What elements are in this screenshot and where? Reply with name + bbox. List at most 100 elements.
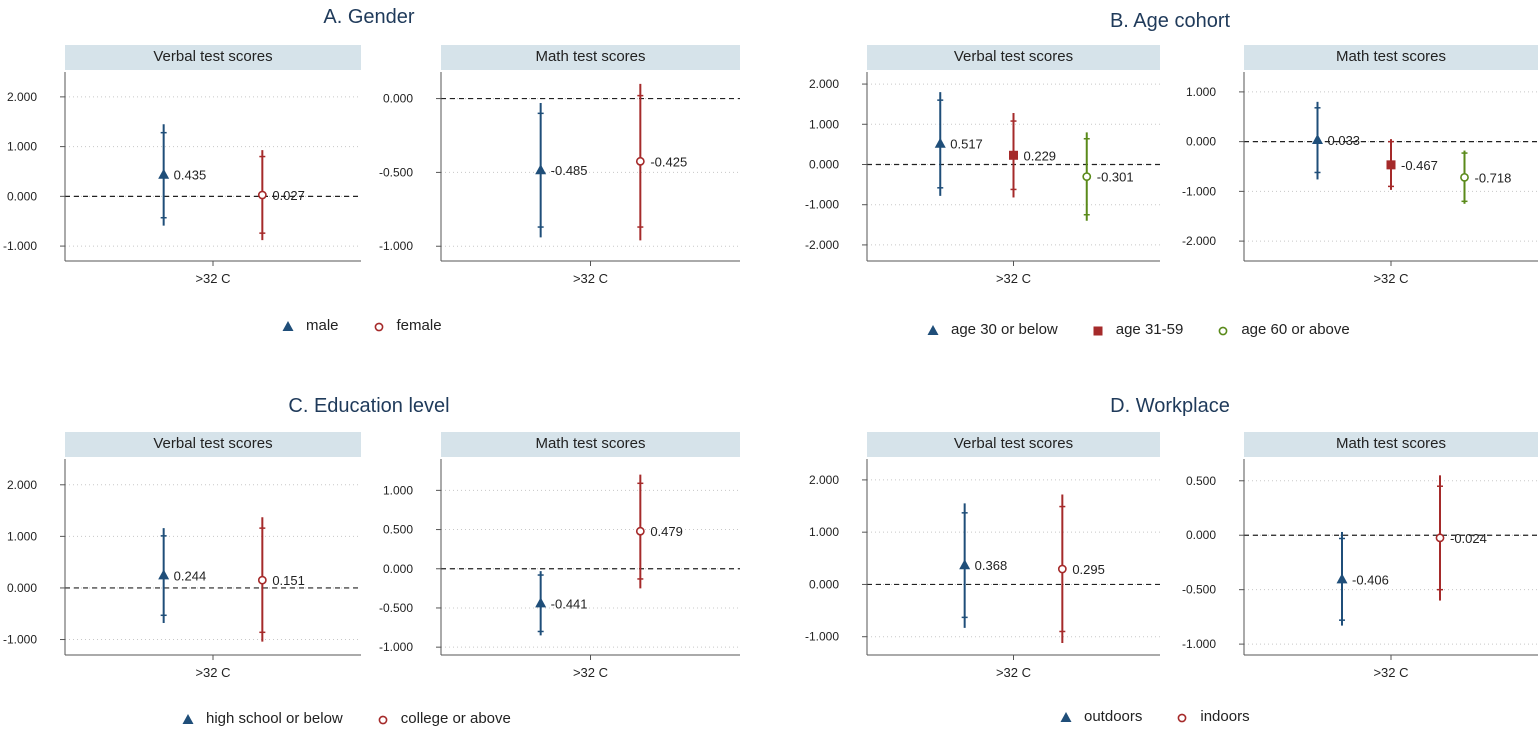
legend-circle-open-icon bbox=[1215, 323, 1231, 337]
legend-label: female bbox=[396, 317, 442, 334]
y-tick-label: -1.000 bbox=[379, 239, 413, 253]
legend-gender: male female bbox=[280, 317, 474, 337]
point-estimate bbox=[1336, 573, 1348, 584]
subplot-title: Verbal test scores bbox=[954, 435, 1073, 452]
point-label: -0.485 bbox=[551, 163, 588, 178]
point-label: -0.301 bbox=[1097, 170, 1134, 185]
y-tick-label: -1.000 bbox=[805, 198, 839, 212]
point-label: 0.244 bbox=[174, 568, 207, 583]
legend-item: female bbox=[371, 317, 442, 334]
y-tick-label: -1.000 bbox=[1182, 184, 1216, 198]
y-tick-label: -1.000 bbox=[3, 633, 37, 647]
point-label: 0.479 bbox=[650, 524, 683, 539]
y-tick-label: -0.500 bbox=[379, 165, 413, 179]
point-label: 0.033 bbox=[1328, 133, 1361, 148]
legend-triangle-icon bbox=[1058, 710, 1074, 724]
subplot-header bbox=[1244, 45, 1538, 70]
legend-item: outdoors bbox=[1058, 708, 1142, 725]
point-label: -0.441 bbox=[551, 596, 588, 611]
point-estimate bbox=[1057, 564, 1067, 574]
point-estimate bbox=[934, 137, 946, 148]
point-label: 0.295 bbox=[1072, 562, 1105, 577]
legend-education: high school or below college or above bbox=[180, 710, 543, 730]
y-tick-label: 0.000 bbox=[7, 189, 37, 203]
y-tick-label: -1.000 bbox=[379, 640, 413, 654]
subplot-6: Math test scores -1.000 -0.500 0.000 0.500 1.… bbox=[379, 432, 740, 680]
y-tick-label: 0.000 bbox=[1186, 135, 1216, 149]
subplot-1: Verbal test scores -1.000 0.000 1.000 2.000 >… bbox=[3, 45, 361, 286]
y-tick-label: 2.000 bbox=[7, 478, 37, 492]
y-tick-label: 0.000 bbox=[809, 157, 839, 171]
subplot-title: Math test scores bbox=[1336, 48, 1446, 65]
subplot-title: Math test scores bbox=[535, 48, 645, 65]
legend-label: age 60 or above bbox=[1241, 321, 1350, 338]
subplot-title: Math test scores bbox=[1336, 435, 1446, 452]
legend-triangle-icon bbox=[180, 712, 196, 726]
subplot-title: Math test scores bbox=[535, 435, 645, 452]
legend-item: age 31-59 bbox=[1090, 321, 1184, 338]
panel-title-d: D. Workplace bbox=[1110, 395, 1230, 417]
subplot-title: Verbal test scores bbox=[153, 435, 272, 452]
subplot-header bbox=[441, 432, 740, 457]
point-label: -0.467 bbox=[1401, 158, 1438, 173]
subplot-7: Verbal test scores -1.000 0.000 1.000 2.000 >… bbox=[805, 432, 1160, 680]
point-label: 0.517 bbox=[950, 137, 983, 152]
point-label: 0.435 bbox=[174, 168, 207, 183]
y-tick-label: 1.000 bbox=[7, 529, 37, 543]
y-tick-label: -1.000 bbox=[3, 239, 37, 253]
legend-circle-open-icon bbox=[371, 319, 387, 333]
legend-label: male bbox=[306, 317, 339, 334]
legend-age-cohort: age 30 or below age 31-59 age 60 or above bbox=[925, 321, 1382, 341]
point-estimate bbox=[1435, 533, 1445, 543]
point-estimate bbox=[1312, 133, 1323, 144]
subplot-title: Verbal test scores bbox=[153, 48, 272, 65]
point-estimate bbox=[1460, 172, 1469, 182]
legend-item: male bbox=[280, 317, 339, 334]
y-tick-label: 1.000 bbox=[7, 140, 37, 154]
point-label: 0.027 bbox=[272, 188, 305, 203]
point-label: 0.151 bbox=[272, 573, 305, 588]
legend-label: indoors bbox=[1200, 708, 1250, 725]
legend-triangle-icon bbox=[280, 319, 296, 333]
legend-circle-open-icon bbox=[375, 712, 391, 726]
panel-title-a: A. Gender bbox=[323, 6, 415, 28]
legend-circle-open-icon bbox=[1174, 710, 1190, 724]
point-estimate bbox=[257, 190, 267, 200]
legend-item: college or above bbox=[375, 710, 511, 727]
point-label: -0.024 bbox=[1450, 531, 1487, 546]
point-estimate bbox=[1082, 172, 1092, 181]
legend-label: age 30 or below bbox=[951, 321, 1058, 338]
y-tick-label: 0.500 bbox=[1186, 474, 1216, 488]
point-estimate bbox=[535, 164, 547, 175]
x-tick-label: >32 C bbox=[195, 271, 230, 286]
point-estimate bbox=[1386, 160, 1396, 170]
y-tick-label: 0.000 bbox=[383, 92, 413, 106]
subplot-header bbox=[1244, 432, 1538, 457]
subplot-title: Verbal test scores bbox=[954, 48, 1073, 65]
legend-label: age 31-59 bbox=[1115, 321, 1184, 338]
point-estimate bbox=[257, 575, 267, 585]
y-tick-label: 2.000 bbox=[809, 77, 839, 91]
subplot-header bbox=[867, 45, 1160, 70]
point-label: 0.368 bbox=[975, 558, 1008, 573]
point-label: 0.229 bbox=[1024, 148, 1057, 163]
legend-workplace: outdoors indoors bbox=[1058, 708, 1282, 728]
x-tick-label: >32 C bbox=[573, 665, 608, 680]
legend-item: indoors bbox=[1174, 708, 1250, 725]
subplot-header bbox=[65, 45, 361, 70]
y-tick-label: -0.500 bbox=[379, 601, 413, 615]
legend-label: college or above bbox=[400, 710, 511, 727]
legend-item: age 60 or above bbox=[1215, 321, 1350, 338]
x-tick-label: >32 C bbox=[1373, 271, 1408, 286]
y-tick-label: 0.500 bbox=[383, 523, 413, 537]
subplot-header bbox=[65, 432, 361, 457]
x-tick-label: >32 C bbox=[1373, 665, 1408, 680]
y-tick-label: 2.000 bbox=[7, 90, 37, 104]
legend-label: high school or below bbox=[206, 710, 343, 727]
legend-triangle-icon bbox=[925, 323, 941, 337]
y-tick-label: 1.000 bbox=[383, 483, 413, 497]
point-estimate bbox=[1009, 150, 1018, 160]
y-tick-label: 1.000 bbox=[809, 117, 839, 131]
y-tick-label: -0.500 bbox=[1182, 583, 1216, 597]
